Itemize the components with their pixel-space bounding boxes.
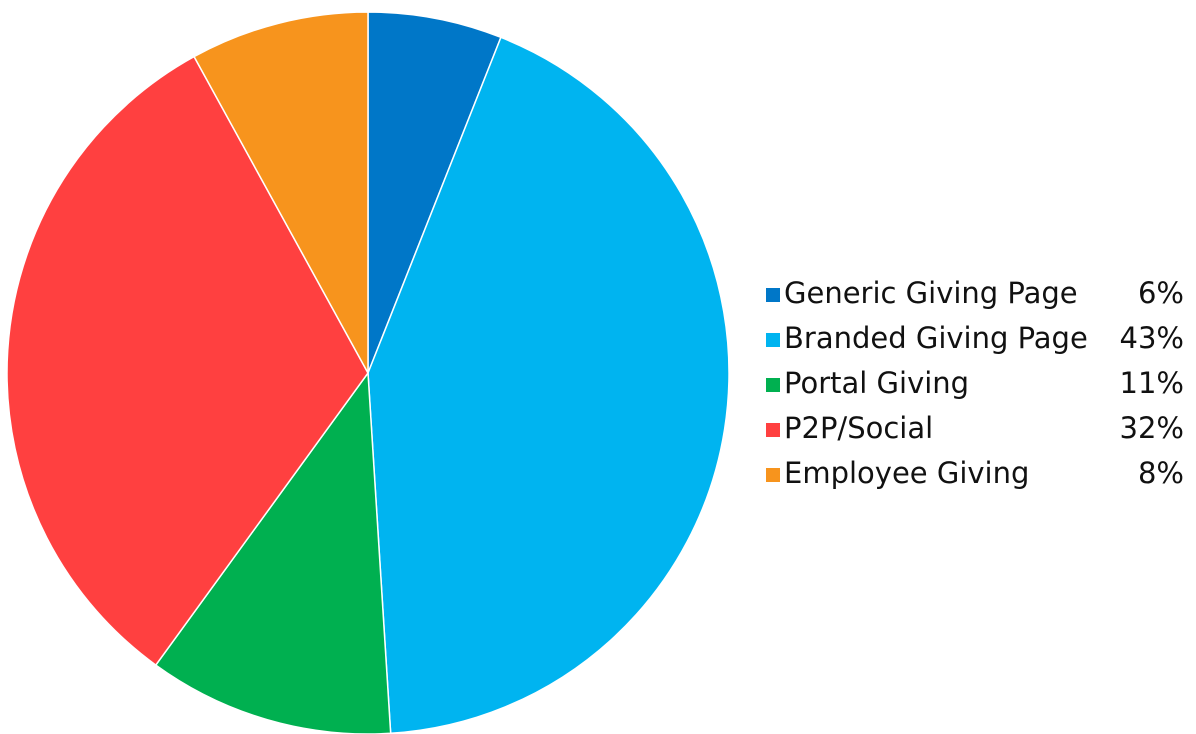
legend-swatch <box>766 423 780 437</box>
pie-slice <box>367 11 502 374</box>
legend-swatch <box>766 333 780 347</box>
legend-value: 8% <box>1138 456 1184 490</box>
legend-swatch <box>766 288 780 302</box>
legend-label: Employee Giving <box>784 456 1029 490</box>
pie-slice <box>367 36 730 734</box>
legend-swatch <box>766 468 780 482</box>
pie-slice <box>193 11 369 374</box>
legend-value: 11% <box>1120 366 1184 400</box>
legend-swatch <box>766 378 780 392</box>
legend-value: 43% <box>1120 321 1184 355</box>
legend-value: 6% <box>1138 276 1184 310</box>
legend-label: Branded Giving Page <box>784 321 1088 355</box>
legend-value: 32% <box>1120 411 1184 445</box>
legend-label: Generic Giving Page <box>784 276 1078 310</box>
legend-label: Portal Giving <box>784 366 969 400</box>
legend-label: P2P/Social <box>784 411 933 445</box>
pie-slice <box>6 55 369 667</box>
